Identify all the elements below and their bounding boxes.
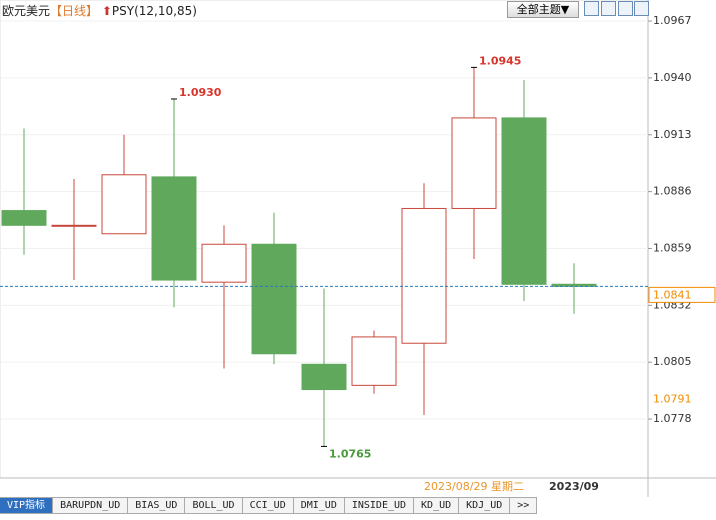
zoom-icon[interactable] <box>601 1 616 16</box>
candle-body <box>451 117 497 209</box>
tab[interactable]: VIP指标 <box>0 497 54 514</box>
candle-body <box>201 243 247 283</box>
y-tick-label: 1.0940 <box>653 71 692 84</box>
chart-header: 欧元美元【日线】 ⬆PSY(12,10,85) <box>2 2 197 19</box>
x-tick-label: 2023/08/29 星期二 <box>424 480 524 493</box>
price-box <box>648 286 716 303</box>
candle-body <box>1 210 47 226</box>
current-price-label: 1.0841 <box>653 288 692 301</box>
y-tick-label: 1.0913 <box>653 128 692 141</box>
y-tick-label: 1.0886 <box>653 185 692 198</box>
candle-body <box>301 363 347 391</box>
tab[interactable]: KDJ_UD <box>459 497 511 514</box>
tab[interactable]: >> <box>510 497 538 514</box>
y-tick-label: 1.0859 <box>653 241 692 254</box>
theme-button[interactable]: 全部主题▼ <box>507 1 579 18</box>
title: 欧元美元 <box>2 4 51 18</box>
arrow-icon: ⬆ <box>101 4 112 18</box>
tab[interactable]: CCI_UD <box>242 497 294 514</box>
candle-body <box>151 176 197 281</box>
tab-bar: VIP指标 BARUPDN_UD BIAS_UD BOLL_UD CCI_UD DMI_U… <box>0 497 538 514</box>
chart: 1.09671.09401.09131.08861.08591.08321.08… <box>0 0 716 497</box>
crosshair-price-label: 1.0791 <box>653 393 692 406</box>
tab[interactable]: DMI_UD <box>293 497 345 514</box>
candle-body <box>101 174 147 235</box>
tab[interactable]: BIAS_UD <box>128 497 186 514</box>
high-label: 1.0930 <box>179 86 222 99</box>
zoom-icon[interactable] <box>584 1 599 16</box>
candle-body <box>401 207 447 344</box>
low-label: 1.0765 <box>329 447 371 460</box>
nav-icon[interactable] <box>618 1 633 16</box>
tab[interactable]: INSIDE_UD <box>344 497 415 514</box>
indicator: PSY(12,10,85) <box>111 4 197 18</box>
candle-body <box>501 117 547 285</box>
tab[interactable]: KD_UD <box>414 497 460 514</box>
tab[interactable]: BARUPDN_UD <box>53 497 129 514</box>
y-tick-label: 1.0778 <box>653 412 692 425</box>
candle-body <box>551 283 597 287</box>
y-tick-label: 1.0967 <box>653 14 692 27</box>
period: 【日线】 <box>50 4 99 18</box>
nav-icon[interactable] <box>634 1 649 16</box>
candle-body <box>351 336 397 386</box>
x-tick-label: 2023/09 <box>549 480 599 493</box>
candle-body <box>51 224 97 227</box>
candle-body <box>251 243 297 355</box>
tab[interactable]: BOLL_UD <box>185 497 243 514</box>
high-label: 1.0945 <box>479 54 521 67</box>
y-tick-label: 1.0805 <box>653 355 692 368</box>
